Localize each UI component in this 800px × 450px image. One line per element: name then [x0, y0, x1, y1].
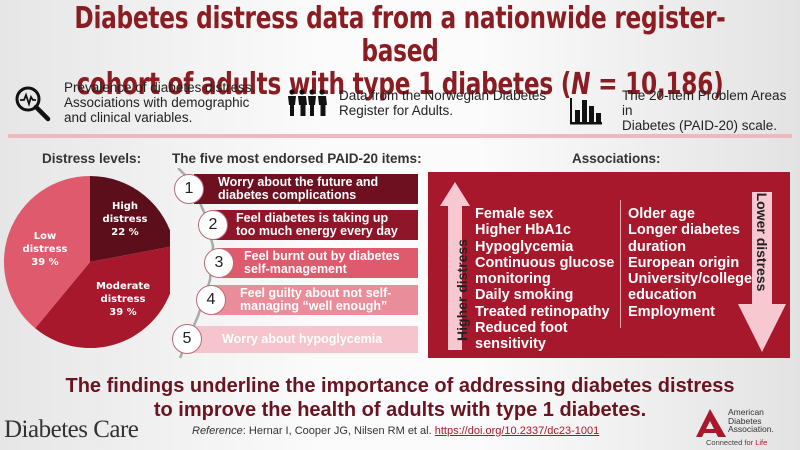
- associations-panel: Higher distress Female sex Higher HbA1c …: [428, 172, 790, 358]
- people-group-icon: [287, 89, 327, 117]
- title-line-2: cohort of adults with type 1 diabetes (N…: [76, 67, 724, 102]
- lower-distress-label: Lower distress: [754, 192, 770, 292]
- conclusion: The findings underline the importance of…: [65, 375, 735, 421]
- distress-pie-chart: High distress 22 % Moderate distress 39 …: [0, 172, 177, 352]
- pie-slice-low: [3, 176, 91, 329]
- bar-chart-icon: [570, 96, 602, 126]
- ada-triangle-icon: [696, 409, 726, 437]
- rank-badge-1: 1: [174, 174, 204, 204]
- higher-distress-label: Higher distress: [454, 239, 470, 341]
- lower-distress-factors: Older age Longer diabetes duration Europ…: [628, 206, 753, 320]
- paid-item-2: Feel diabetes is taking up too much energ…: [214, 210, 418, 240]
- pie-svg: [3, 176, 177, 349]
- intro-scale: The 20-item Problem Areas in Diabetes (P…: [570, 88, 800, 133]
- intro-scale-text: The 20-item Problem Areas in Diabetes (P…: [622, 88, 787, 133]
- pie-label-high: High distress 22 %: [102, 201, 148, 238]
- pie-slice-high: [90, 176, 175, 262]
- title-line-1: Diabetes distress data from a nationwide…: [74, 1, 726, 69]
- intro-prevalence: Prevalence of diabetes distress. Associa…: [12, 80, 255, 125]
- up-arrow-icon: [440, 182, 470, 350]
- pie-label-moderate: Moderate distress 39 %: [95, 281, 150, 318]
- paid-item-1: Worry about the future and diabetes compl…: [194, 174, 418, 204]
- rank-badge-5: 5: [172, 324, 202, 354]
- page-title: Diabetes distress data from a nationwide…: [56, 2, 744, 101]
- ada-name: American Diabetes Association.: [728, 407, 774, 435]
- magnifier-pulse-icon: [12, 83, 52, 123]
- rank-badge-4: 4: [196, 285, 226, 315]
- intro-data-source-text: Data from the Norwegian Diabetes Registe…: [339, 88, 547, 118]
- column-divider: [620, 200, 621, 328]
- higher-distress-factors: Female sex Higher HbA1c Hypoglycemia Con…: [475, 206, 615, 353]
- distress-levels-heading: Distress levels:: [42, 151, 142, 166]
- associations-heading: Associations:: [572, 151, 661, 166]
- paid-item-3: Feel burnt out by diabetes self-managemen…: [222, 248, 418, 278]
- intro-data-source: Data from the Norwegian Diabetes Registe…: [287, 88, 546, 118]
- paid-item-5: Worry about hypoglycemia: [190, 326, 418, 353]
- divider: [8, 134, 792, 138]
- rank-badge-2: 2: [198, 210, 228, 240]
- diabetes-care-logo: Diabetes Care: [4, 416, 139, 443]
- reference: Reference: Hernar I, Cooper JG, Nilsen R…: [192, 425, 600, 437]
- intro-prevalence-text: Prevalence of diabetes distress. Associa…: [64, 80, 256, 125]
- paid-item-4: Feel guilty about not self-managing “wel…: [214, 285, 418, 315]
- paid-items-list: Worry about the future and diabetes compl…: [168, 168, 418, 363]
- ada-tagline: Connected for Life: [706, 438, 768, 447]
- pie-label-low: Low distress 39 %: [22, 231, 68, 268]
- pie-slice-moderate: [35, 245, 177, 349]
- rank-badge-3: 3: [204, 248, 234, 278]
- ada-logo: American Diabetes Association. Connected…: [696, 408, 796, 448]
- doi-link[interactable]: https://doi.org/10.2337/dc23-1001: [434, 425, 600, 437]
- down-arrow-icon: [738, 192, 786, 352]
- paid-items-heading: The five most endorsed PAID-20 items:: [172, 151, 422, 166]
